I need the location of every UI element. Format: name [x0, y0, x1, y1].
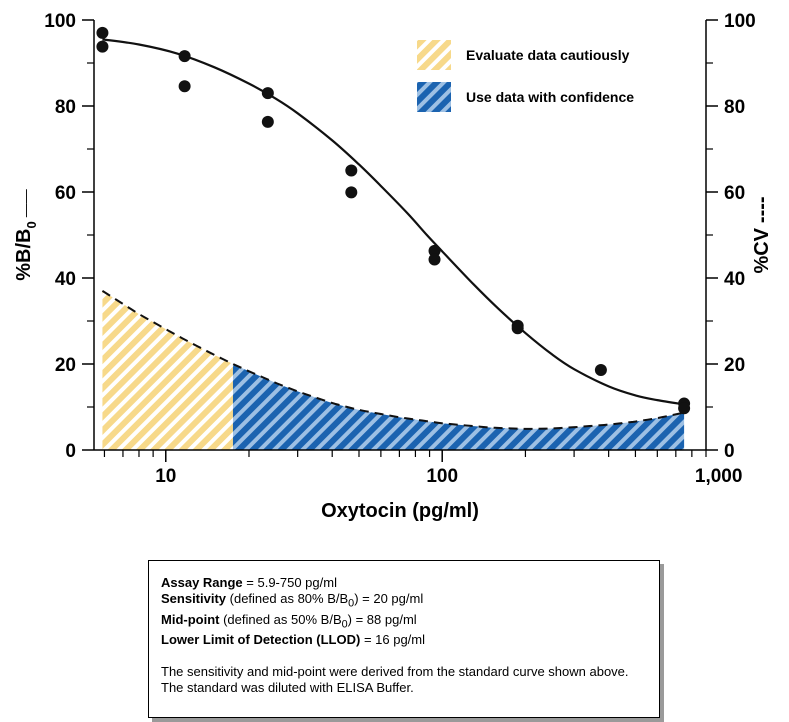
region-confidence — [232, 364, 685, 450]
left-y-axis-title-subscript: 0 — [24, 221, 39, 228]
right-y-tick-label: 40 — [724, 269, 745, 290]
assay-info-box: Assay Range = 5.9-750 pg/ml Sensitivity … — [148, 560, 660, 718]
right-y-axis-title-main: %CV — [751, 227, 773, 273]
legend-swatch-caution — [417, 40, 451, 70]
right-y-tick-label: 80 — [724, 97, 745, 118]
right-y-tick-label: 20 — [724, 355, 745, 376]
data-point — [678, 402, 691, 415]
data-point — [96, 26, 109, 39]
region-caution — [102, 290, 233, 450]
left-y-axis-title-marker: —— — [17, 189, 33, 217]
left-y-tick-label: 80 — [55, 97, 76, 118]
midpoint-line: Mid-point (defined as 50% B/B0) = 88 pg/… — [161, 611, 417, 631]
cv-curve — [101, 290, 685, 430]
cv-regions — [102, 290, 685, 450]
legend-swatch-confidence — [417, 82, 451, 112]
legend: Evaluate data cautiously Use data with co… — [417, 40, 634, 112]
llod-line: Lower Limit of Detection (LLOD) = 16 pg/… — [161, 632, 426, 648]
right-y-axis-title: %CV ---- — [751, 196, 773, 273]
data-point — [511, 322, 524, 335]
data-point — [345, 164, 358, 177]
left-y-tick-label: 0 — [65, 441, 76, 462]
left-y-tick-label: 20 — [55, 355, 76, 376]
oxytocin-standard-curve-chart: 0 0 20 20 40 40 60 60 80 80 100 100 10 100 1,000 Oxytoc… — [13, 11, 773, 522]
data-point — [261, 87, 274, 100]
legend-label-confidence: Use data with confidence — [466, 89, 634, 105]
data-point — [178, 80, 191, 93]
left-y-tick-label: 60 — [55, 183, 76, 204]
info-note: The sensitivity and mid-point were deriv… — [161, 664, 629, 696]
data-point — [345, 186, 358, 199]
data-point — [594, 364, 607, 377]
data-point — [428, 253, 441, 266]
x-tick-label: 1,000 — [695, 466, 743, 487]
data-point — [178, 50, 191, 63]
data-point — [96, 40, 109, 53]
left-y-tick-label: 40 — [55, 269, 76, 290]
right-y-tick-label: 60 — [724, 183, 745, 204]
data-point — [261, 115, 274, 128]
right-y-tick-label: 100 — [724, 11, 756, 32]
assay-range-line: Assay Range = 5.9-750 pg/ml — [161, 575, 337, 590]
sensitivity-line: Sensitivity (defined as 80% B/B0) = 20 p… — [161, 591, 424, 610]
data-point — [428, 244, 441, 257]
left-y-axis-title-main: %B/B — [13, 229, 35, 281]
left-y-axis-title: %B/B0 —— — [13, 189, 39, 280]
axes: 0 0 20 20 40 40 60 60 80 80 100 100 10 100 1,000 Oxytoc… — [13, 11, 773, 522]
right-y-tick-label: 0 — [724, 441, 735, 462]
data-points — [96, 26, 691, 415]
x-axis-title: Oxytocin (pg/ml) — [321, 500, 479, 522]
right-y-axis-title-marker: ---- — [751, 196, 773, 223]
left-y-tick-label: 100 — [44, 11, 76, 32]
curves — [101, 38, 685, 430]
x-tick-label: 10 — [155, 466, 176, 487]
x-tick-label: 100 — [426, 466, 458, 487]
standard-fit-curve — [102, 38, 685, 406]
legend-label-caution: Evaluate data cautiously — [466, 47, 630, 63]
